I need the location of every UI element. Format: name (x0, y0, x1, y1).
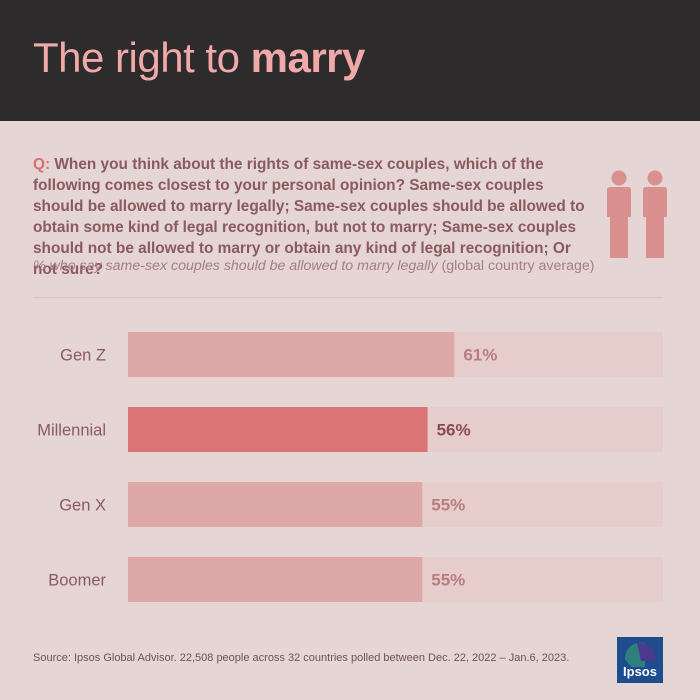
question-label: Q: (33, 156, 51, 173)
ipsos-logo: Ipsos (617, 637, 663, 683)
bar (128, 407, 428, 452)
category-label: Gen X (59, 497, 106, 515)
header-bar: The right to marry (0, 0, 700, 121)
two-people-icon (607, 170, 667, 258)
value-label: 61% (463, 346, 497, 365)
page-title: The right to marry (33, 34, 365, 82)
category-label: Gen Z (60, 347, 106, 365)
bar (128, 557, 423, 602)
logo-text: Ipsos (623, 664, 657, 679)
category-label: Boomer (48, 572, 106, 590)
value-label: 55% (431, 496, 465, 515)
bar (128, 482, 423, 527)
title-plain: The right to (33, 34, 251, 81)
logo-mark-icon (617, 637, 663, 683)
subtitle-italic: % who say same-sex couples should be all… (33, 258, 438, 274)
divider (33, 297, 663, 298)
title-bold: marry (250, 34, 366, 81)
survey-question: Q: When you think about the rights of sa… (33, 154, 588, 280)
subtitle-plain: (global country average) (437, 258, 595, 274)
category-label: Millennial (37, 422, 106, 440)
value-label: 55% (431, 571, 465, 590)
value-label: 56% (437, 421, 471, 440)
chart-subtitle: % who say same-sex couples should be all… (33, 256, 603, 276)
bar (128, 332, 455, 377)
question-text: When you think about the rights of same-… (33, 156, 585, 278)
source-note: Source: Ipsos Global Advisor. 22,508 peo… (33, 652, 570, 664)
